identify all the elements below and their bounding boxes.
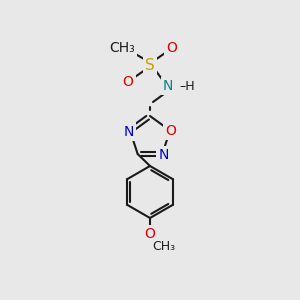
Text: N: N xyxy=(163,79,173,93)
Text: O: O xyxy=(166,124,176,137)
Text: –H: –H xyxy=(179,80,195,92)
Text: S: S xyxy=(145,58,155,73)
Text: CH₃: CH₃ xyxy=(152,239,176,253)
Text: N: N xyxy=(124,124,134,139)
Text: CH₃: CH₃ xyxy=(109,41,135,55)
Text: O: O xyxy=(167,41,177,55)
Text: O: O xyxy=(145,227,155,241)
Text: N: N xyxy=(158,148,169,162)
Text: O: O xyxy=(123,75,134,89)
